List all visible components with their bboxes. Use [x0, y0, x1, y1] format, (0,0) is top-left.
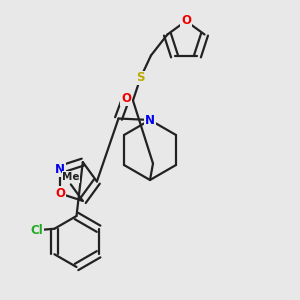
- Text: Me: Me: [62, 172, 80, 182]
- Text: O: O: [55, 187, 65, 200]
- Text: O: O: [121, 92, 131, 105]
- Text: Cl: Cl: [30, 224, 43, 237]
- Text: N: N: [55, 163, 65, 176]
- Text: S: S: [136, 71, 145, 85]
- Text: N: N: [145, 113, 155, 127]
- Text: O: O: [181, 14, 191, 28]
